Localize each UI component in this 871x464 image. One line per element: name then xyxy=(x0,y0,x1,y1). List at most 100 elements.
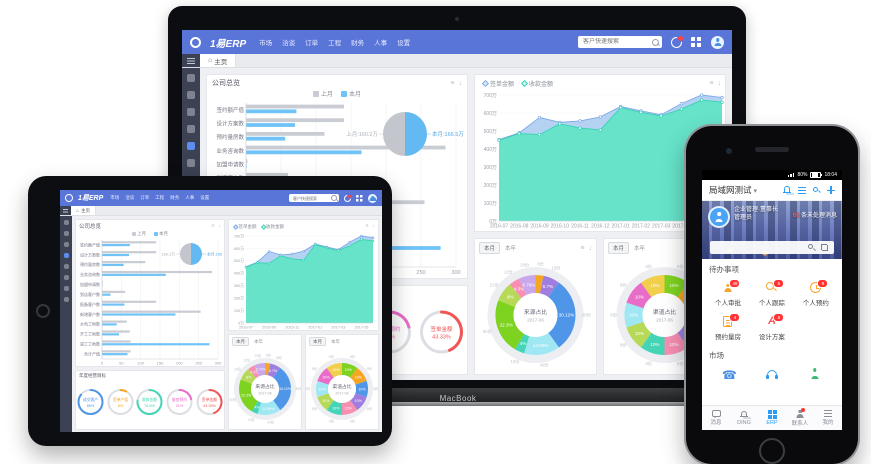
topbar-menu-item[interactable]: 市场 xyxy=(259,40,273,47)
plus-icon[interactable] xyxy=(827,186,835,194)
search-box[interactable] xyxy=(578,36,662,48)
download-icon[interactable]: ↓ xyxy=(372,223,376,229)
topbar-menu-item[interactable]: 财务 xyxy=(351,40,365,47)
topbar-menu-item[interactable]: 洽谈 xyxy=(282,40,296,47)
user-avatar[interactable] xyxy=(711,35,724,49)
legend-this-month[interactable]: 本月 xyxy=(154,231,168,237)
todo-item-measure[interactable]: 4 预约量房 xyxy=(714,313,741,341)
todo-item-approval[interactable]: 48 个人审批 xyxy=(714,279,741,307)
topbar-menu-item[interactable]: 人事 xyxy=(374,40,388,47)
list-icon[interactable] xyxy=(798,186,806,194)
unread-messages[interactable]: 60条未处理消息 xyxy=(792,212,837,219)
sidebar-icon[interactable] xyxy=(63,242,69,247)
notification-icon[interactable] xyxy=(671,34,684,48)
legend-sign-amount[interactable]: 签单金额 xyxy=(481,79,514,88)
panel-menu-icon[interactable]: ≡ xyxy=(211,222,215,229)
legend-last-month[interactable]: 上月 xyxy=(132,231,146,237)
topbar-menu-item[interactable]: 工程 xyxy=(155,195,165,200)
panel-menu-icon[interactable]: ≡ xyxy=(365,223,369,229)
sidebar-icon[interactable] xyxy=(63,231,69,236)
search-icon[interactable] xyxy=(331,195,337,201)
notification-icon[interactable] xyxy=(344,193,352,202)
sidebar-toggle-button[interactable] xyxy=(60,206,71,215)
user-card[interactable]: 企业管理·董事长 管理员 xyxy=(708,206,778,228)
phone-home-button[interactable] xyxy=(759,438,785,464)
download-icon[interactable]: ↓ xyxy=(588,244,593,252)
topbar-menu-item[interactable]: 市场 xyxy=(110,195,120,200)
sidebar-icon-active[interactable] xyxy=(63,253,69,258)
search-icon[interactable] xyxy=(652,38,659,46)
svg-text:4%: 4% xyxy=(520,341,527,346)
svg-text:10份: 10份 xyxy=(510,359,520,366)
topbar-menu-item[interactable]: 订单 xyxy=(140,195,150,200)
topbar-menu-item[interactable]: 财务 xyxy=(170,195,180,200)
sidebar-icon[interactable] xyxy=(187,91,195,99)
tab-this-month[interactable]: 本月 xyxy=(232,337,249,346)
panel-menu-icon[interactable]: ≡ xyxy=(580,244,585,252)
legend-sign-amount[interactable]: 签单金额 xyxy=(233,224,257,230)
tab-erp-active[interactable]: ERP xyxy=(758,406,786,430)
sidebar-icon[interactable] xyxy=(187,108,195,116)
sidebar-icon[interactable] xyxy=(63,297,69,302)
search-icon[interactable] xyxy=(808,244,815,251)
tab-ding[interactable]: DING xyxy=(730,406,758,430)
legend-this-month[interactable]: 本月 xyxy=(341,89,361,98)
todo-item-appointment[interactable]: 9 个人预约 xyxy=(802,279,829,307)
apps-grid-icon[interactable] xyxy=(356,194,363,202)
legend-receive-amount[interactable]: 收款金额 xyxy=(520,79,553,88)
panel-menu-icon[interactable]: ≡ xyxy=(450,79,455,87)
sidebar-icon[interactable] xyxy=(63,264,69,269)
panel-menu-icon[interactable]: ≡ xyxy=(709,80,714,87)
tab-this-year[interactable]: 本年 xyxy=(331,338,340,344)
sidebar-icon[interactable] xyxy=(187,74,195,82)
customer-service-icon[interactable] xyxy=(764,367,780,383)
sidebar-icon[interactable] xyxy=(63,286,69,291)
apps-grid-icon[interactable] xyxy=(691,36,702,48)
search-icon[interactable] xyxy=(813,186,820,194)
tablet-home-button[interactable] xyxy=(36,304,50,318)
sidebar-toggle-button[interactable] xyxy=(182,54,200,67)
sidebar-icon-active[interactable] xyxy=(187,142,195,150)
topbar-menu-item[interactable]: 工程 xyxy=(328,40,342,47)
tablet-topbar: 1易ERP 市场 洽谈 订单 工程 财务 人事 设置 xyxy=(60,190,382,206)
sidebar-icon[interactable] xyxy=(63,275,69,280)
scan-icon[interactable] xyxy=(821,244,828,251)
sidebar-icon[interactable] xyxy=(187,159,195,167)
todo-item-follow[interactable]: 5 个人跟踪 xyxy=(758,279,785,307)
tab-messages[interactable]: 消息 xyxy=(702,406,730,430)
search-bar[interactable] xyxy=(710,241,834,254)
tab-home[interactable]: 主页 xyxy=(71,206,97,215)
search-input[interactable] xyxy=(291,194,330,202)
user-avatar[interactable] xyxy=(708,206,730,228)
download-icon[interactable]: ↓ xyxy=(717,80,722,87)
topbar-menu-item[interactable]: 洽谈 xyxy=(125,195,135,200)
user-avatar[interactable] xyxy=(368,193,377,203)
topbar-menu-item[interactable]: 设置 xyxy=(397,40,411,47)
topbar-menu-item[interactable]: 订单 xyxy=(305,40,319,47)
customer-icon[interactable] xyxy=(807,367,823,383)
search-box[interactable] xyxy=(289,194,339,202)
legend-last-month[interactable]: 上月 xyxy=(312,89,333,98)
tab-this-year[interactable]: 本年 xyxy=(254,338,263,344)
tab-this-month[interactable]: 本月 xyxy=(608,242,630,255)
bell-icon[interactable] xyxy=(783,186,791,194)
tab-mine[interactable]: 我的 xyxy=(814,406,842,430)
tab-this-month[interactable]: 本月 xyxy=(309,337,326,346)
svg-text:2016-11: 2016-11 xyxy=(571,224,589,230)
phone-call-icon[interactable]: ☎ xyxy=(721,368,737,382)
tab-this-month[interactable]: 本月 xyxy=(479,242,501,255)
download-icon[interactable]: ↓ xyxy=(218,222,222,229)
sidebar-icon[interactable] xyxy=(63,220,69,225)
sidebar-icon[interactable] xyxy=(187,125,195,133)
search-input[interactable] xyxy=(581,38,650,46)
topbar-menu-item[interactable]: 人事 xyxy=(185,195,195,200)
tab-home[interactable]: 主页 xyxy=(200,54,237,67)
tab-this-year[interactable]: 本年 xyxy=(505,246,517,253)
legend-receive-amount[interactable]: 收款金额 xyxy=(260,224,284,230)
workspace-selector[interactable]: 局域网测试 xyxy=(709,184,776,196)
tab-contacts[interactable]: 联系人 xyxy=(786,406,814,430)
tab-this-year[interactable]: 本年 xyxy=(634,246,646,253)
topbar-menu-item[interactable]: 设置 xyxy=(200,195,210,200)
download-icon[interactable]: ↓ xyxy=(458,79,463,87)
